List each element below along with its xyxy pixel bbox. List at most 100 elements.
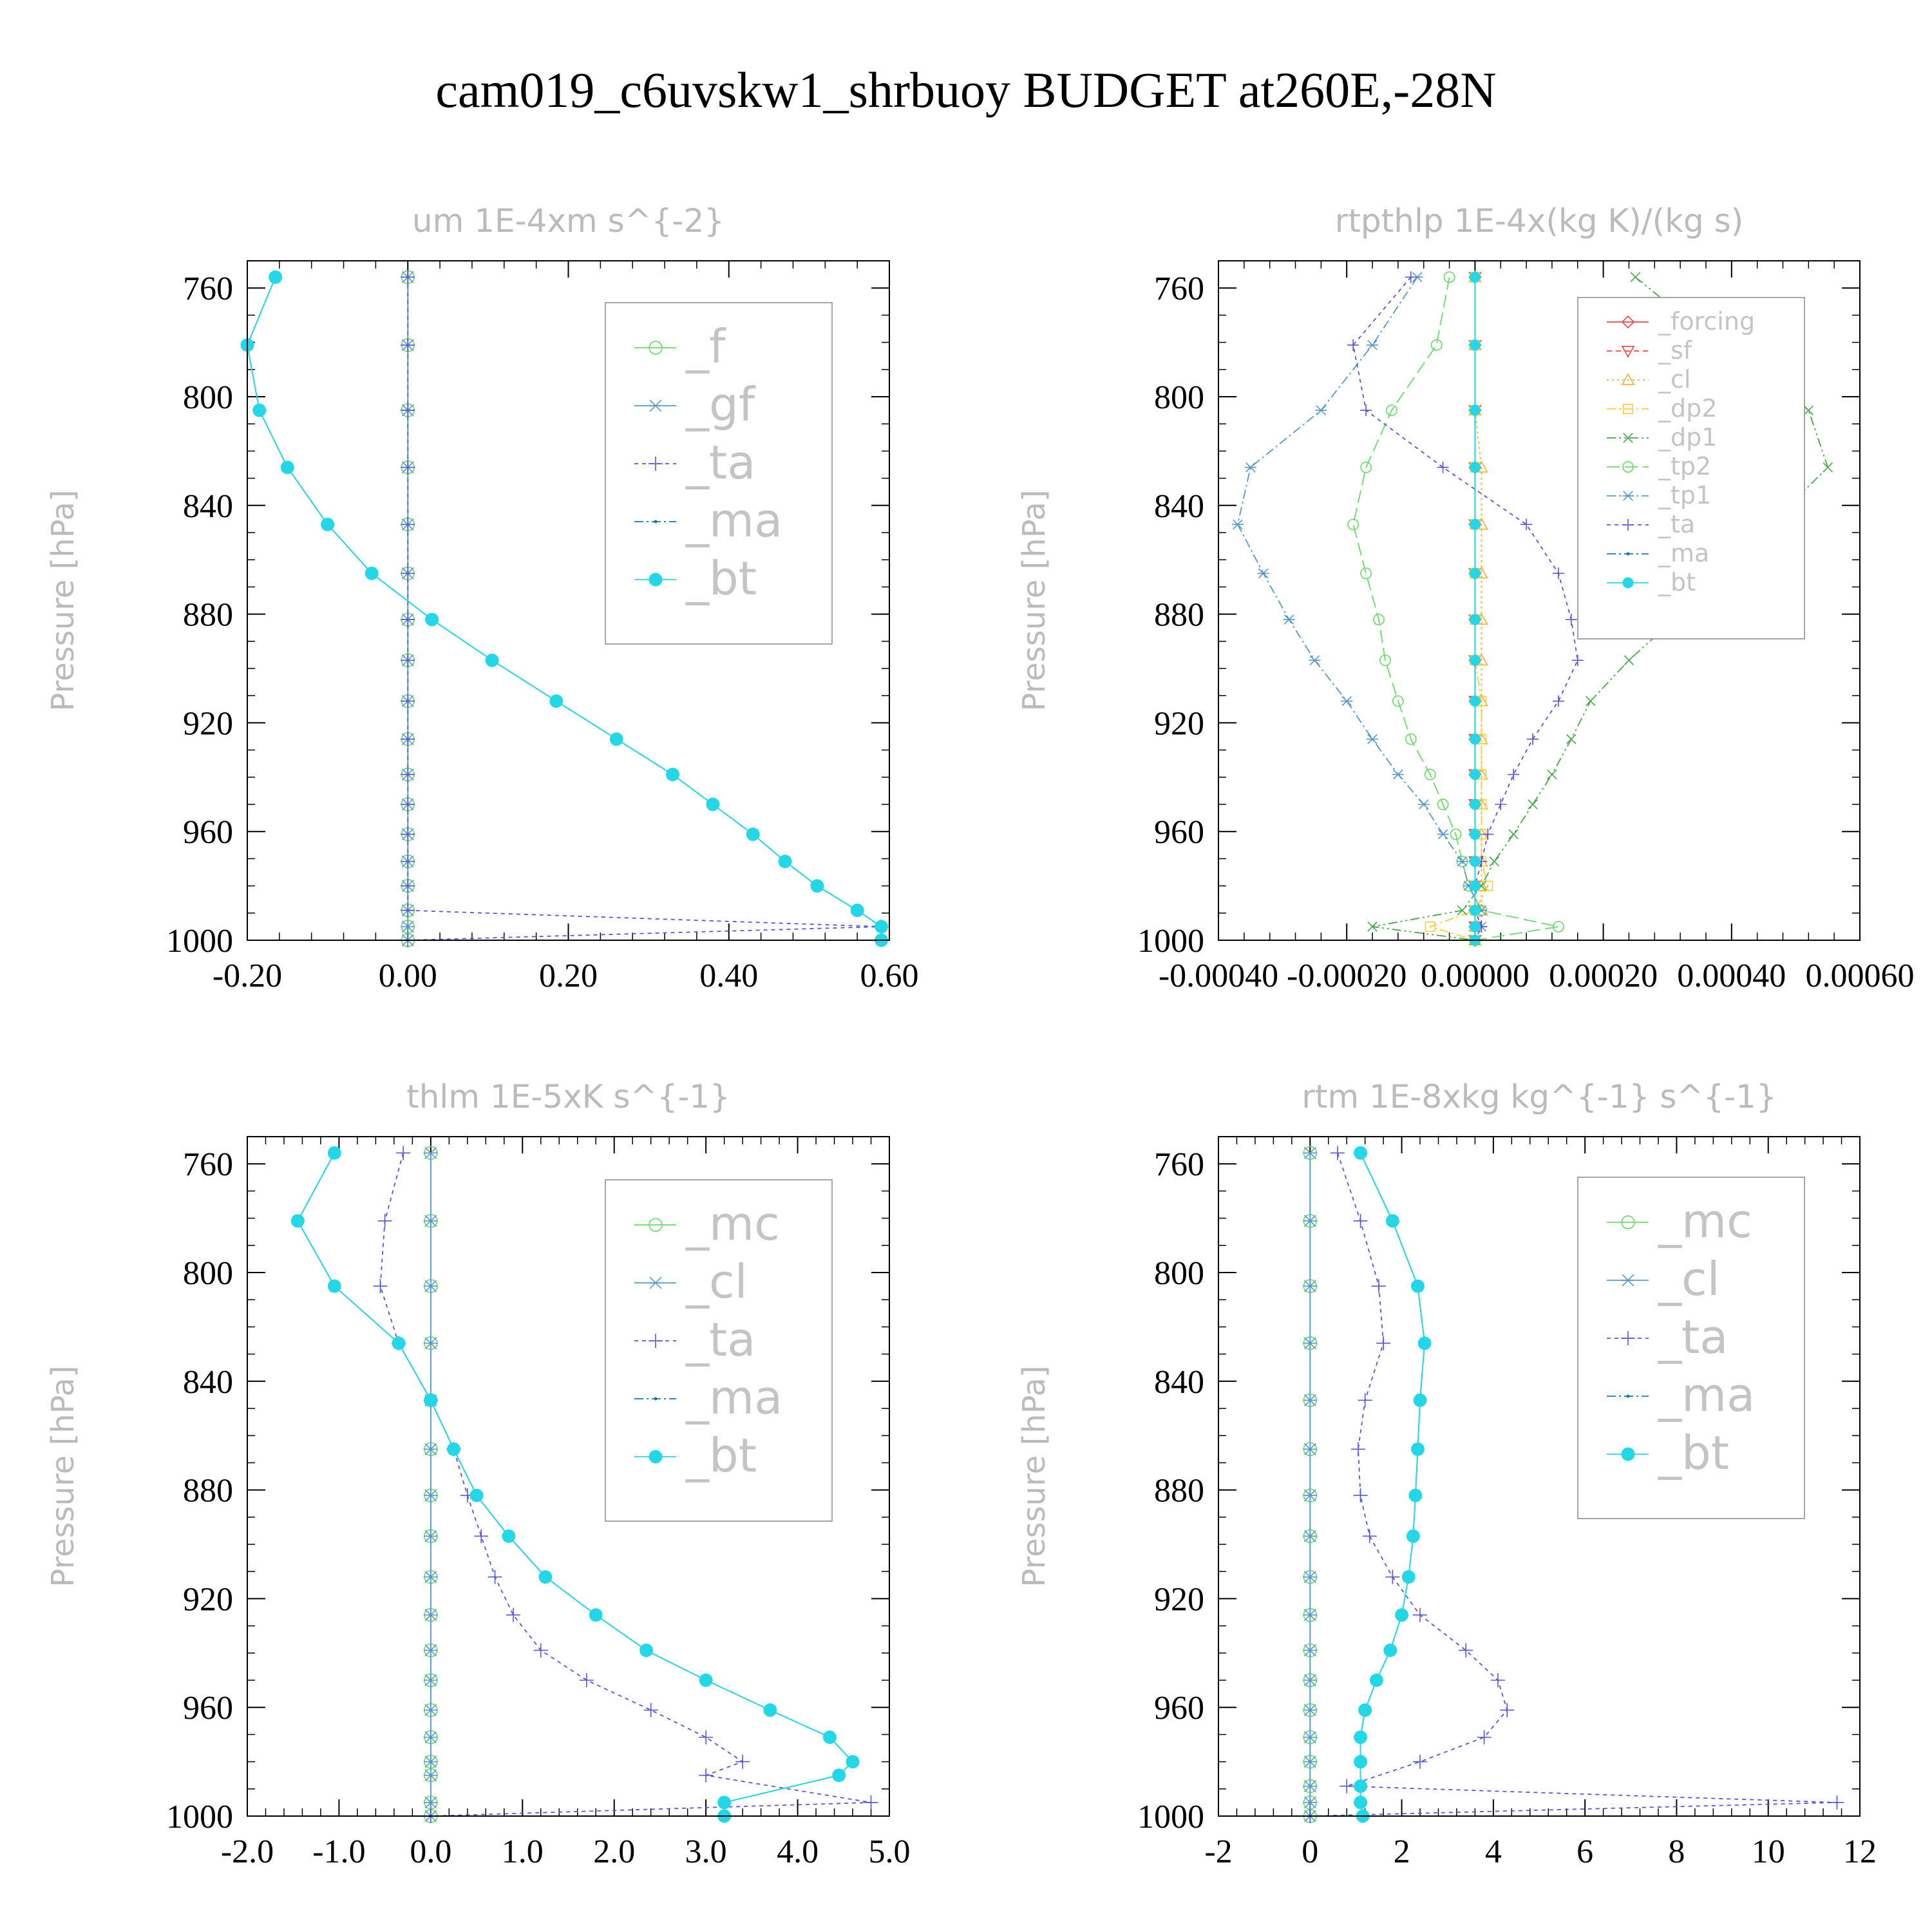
y-tick-label: 1000 <box>1137 923 1204 960</box>
y-tick-label: 840 <box>1154 488 1204 525</box>
data-point_cl <box>423 1674 438 1687</box>
legend-entry_mc: _mc <box>1607 1194 1752 1248</box>
data-point_tp1 <box>1456 856 1468 867</box>
x-tick-label: 5.0 <box>869 1833 911 1870</box>
data-point_tp1 <box>1244 462 1256 473</box>
data-point_bt <box>666 768 679 782</box>
series_bt <box>1469 271 1481 946</box>
x-tick-label: 3.0 <box>685 1833 727 1870</box>
data-point_ta <box>1508 768 1520 781</box>
data-point_ta <box>1360 404 1372 417</box>
legend-label: _bt <box>685 551 757 605</box>
data-point_bt <box>1354 1755 1367 1769</box>
chart-panel-3: thlm 1E-5xK s^{-1} Pressure [hPa] 760 800 84… <box>45 1078 911 1870</box>
data-point_bt <box>1469 769 1481 781</box>
y-tick-label: 920 <box>183 1581 233 1618</box>
x-tick-label: 0.00040 <box>1677 958 1786 994</box>
data-point_bt <box>1469 404 1481 416</box>
legend-entry_bt: _bt <box>634 1428 757 1482</box>
data-point_bt <box>1413 1393 1427 1407</box>
y-tick-label: 760 <box>1154 270 1204 307</box>
data-point_ta <box>1552 567 1564 580</box>
data-point_ta <box>401 694 415 708</box>
legend-entry_f: _f <box>634 319 726 374</box>
data-point_ta <box>1413 1754 1428 1769</box>
data-point_tp2 <box>1360 567 1372 580</box>
data-point_cl <box>423 1644 438 1656</box>
y-axis-label: Pressure [hPa] <box>45 489 81 711</box>
data-point_ta <box>1490 1673 1505 1687</box>
y-tick-label: 880 <box>183 1473 233 1510</box>
y-tick-label: 880 <box>183 597 233 634</box>
x-tick-label: -0.00040 <box>1159 958 1278 994</box>
panel-title: rtpthlp 1E-4x(kg K)/(kg s) <box>1335 202 1743 240</box>
data-point_gf <box>401 920 415 933</box>
data-point_dp1 <box>1624 655 1634 666</box>
data-point_tp1 <box>1437 829 1449 840</box>
data-point_tp1 <box>1392 769 1404 780</box>
data-point_tp1 <box>1309 655 1321 666</box>
panel-title: rtm 1E-8xkg kg^{-1} s^{-1} <box>1302 1078 1777 1115</box>
data-point_ta <box>1527 733 1539 745</box>
legend-label: _cl <box>1658 1252 1720 1306</box>
data-point_ta <box>1405 271 1417 283</box>
data-point_cl <box>423 1796 438 1809</box>
legend-entry_ta: _ta <box>634 1312 755 1367</box>
data-point_bt <box>538 1570 553 1584</box>
y-tick-label: 800 <box>1154 379 1204 416</box>
data-point_bt <box>846 1755 860 1769</box>
data-point_cl <box>1303 1644 1318 1656</box>
data-point_bt <box>327 1279 341 1293</box>
data-point_bt <box>850 904 864 918</box>
data-point_tp1 <box>1315 405 1327 415</box>
y-tick-label: 880 <box>1154 1473 1204 1510</box>
data-point_ta <box>401 403 415 418</box>
x-tick-label: 8 <box>1668 1833 1685 1870</box>
data-point_cl <box>423 1443 438 1455</box>
data-point_bt <box>832 1768 846 1783</box>
data-point_tp2 <box>1430 339 1443 351</box>
series-line_dp1 <box>1372 276 1829 941</box>
x-tick-label: 0.40 <box>699 958 758 994</box>
data-point_cl <box>423 1489 438 1502</box>
data-point_ta <box>579 1673 594 1687</box>
data-point_ta <box>401 653 415 668</box>
legend-box <box>605 302 833 645</box>
series-line_tp2 <box>1352 277 1559 941</box>
data-point_bt <box>365 566 379 580</box>
data-point_bt <box>1354 1146 1367 1160</box>
data-point_ta <box>373 1279 388 1294</box>
data-point_cl <box>423 1280 438 1293</box>
data-point_ta <box>488 1569 502 1584</box>
data-point_ta <box>401 337 415 352</box>
y-tick-label: 840 <box>1154 1364 1204 1401</box>
data-point_bt <box>639 1643 654 1658</box>
x-tick-label: 0.00060 <box>1806 958 1915 994</box>
data-point_cl <box>423 1146 438 1159</box>
data-point_ta <box>1830 1795 1844 1810</box>
legend-label: _ta <box>685 435 755 489</box>
data-point_cl <box>1303 1215 1318 1227</box>
legend-entry_ma: _ma <box>634 1370 782 1425</box>
data-point_ta <box>1571 654 1584 667</box>
legend-entry_ta: _ta <box>634 435 755 489</box>
data-point_cl <box>1303 1704 1318 1716</box>
data-point_ta <box>1347 339 1359 351</box>
data-point_dp1 <box>1489 856 1500 867</box>
legend-label: _ma <box>685 493 782 547</box>
data-point_bt <box>549 694 564 708</box>
data-point_ta <box>1413 1607 1428 1622</box>
series_ta <box>1347 271 1584 946</box>
x-tick-label: 4.0 <box>777 1833 819 1870</box>
series_cl <box>1468 270 1488 945</box>
legend-entry_ta: _ta <box>1607 1310 1728 1364</box>
y-tick-label: 920 <box>183 705 233 742</box>
data-point_bt <box>1469 799 1481 810</box>
data-point_bt <box>290 1214 305 1228</box>
data-point_bt <box>502 1529 516 1543</box>
panel-title: um 1E-4xm s^{-2} <box>412 202 724 240</box>
data-point_bt <box>746 827 760 841</box>
data-point_dp2 <box>1425 921 1435 932</box>
data-point_bt <box>1469 921 1481 933</box>
data-point_tp2 <box>1405 733 1417 745</box>
